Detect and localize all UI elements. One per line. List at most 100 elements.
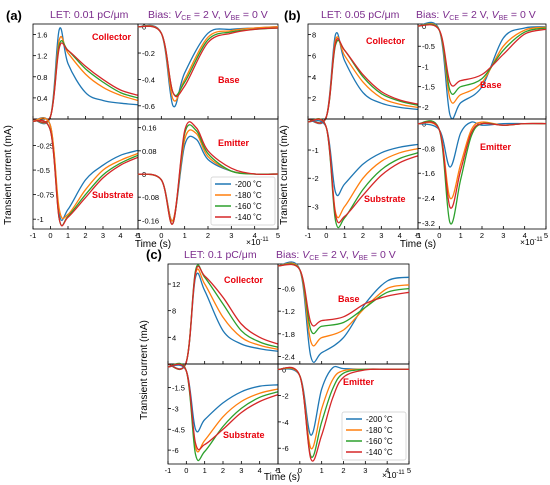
y-tick-label: 8 — [312, 31, 316, 40]
subplot-label: Substrate — [92, 190, 134, 200]
legend-entry: -140 ˚C — [235, 213, 262, 222]
x-tick-label: 2 — [83, 231, 87, 240]
series-line--140 — [307, 118, 419, 224]
subplot-label: Base — [480, 80, 502, 90]
subplot-label: Emitter — [480, 142, 512, 152]
plot-frame — [167, 363, 279, 465]
subplot-b-substrate: -1 -2 -3 -1 0 1 2 3 4 5 Substrate — [305, 118, 420, 240]
y-tick-label: -2 — [282, 392, 289, 401]
panel-letter-c: (c) — [146, 247, 162, 262]
y-tick-label: -0.75 — [37, 191, 54, 200]
y-tick-label: -1 — [422, 62, 429, 71]
series-line--200 — [167, 272, 279, 370]
y-tick-label: -0.6 — [142, 102, 155, 111]
series-line--180 — [32, 117, 139, 220]
y-tick-label: -4.5 — [172, 425, 185, 434]
subplot-b-collector: 2 4 6 8 Collector — [307, 23, 419, 125]
x-tick-label: -1 — [415, 231, 422, 240]
subplot-c-base: -0.6 -1.2 -1.8 -2.4 Base — [277, 261, 410, 365]
x-tick-label: -1 — [30, 231, 37, 240]
y-tick-label: -6 — [172, 446, 179, 455]
subplot-a-collector: 0.4 0.8 1.2 1.6 Collector — [32, 23, 139, 125]
y-tick-label: 2 — [312, 94, 316, 103]
series-line--160 — [167, 362, 279, 462]
plot-frame — [137, 23, 279, 120]
x-multiplier-b: ×10-11 — [520, 237, 543, 247]
x-tick-label: 2 — [221, 466, 225, 475]
y-tick-label: -3 — [312, 202, 319, 211]
legend-entry: -200 ˚C — [235, 180, 262, 189]
legend-entry: -200 ˚C — [366, 415, 393, 424]
x-tick-label: 5 — [276, 466, 280, 475]
x-tick-label: 5 — [544, 231, 548, 240]
series-line--180 — [137, 25, 279, 102]
series-line--140 — [167, 363, 279, 451]
y-tick-label: 1.6 — [37, 31, 47, 40]
x-tick-label: 3 — [501, 231, 505, 240]
series-line--140 — [277, 263, 410, 327]
let-label-b: LET: 0.05 pC/μm — [321, 9, 400, 21]
y-tick-label: -6 — [282, 444, 289, 453]
series-line--140 — [137, 121, 279, 225]
series-line--160 — [32, 40, 139, 124]
series-line--200 — [167, 364, 279, 433]
series-line--140 — [32, 119, 139, 227]
y-tick-label: -2.4 — [422, 194, 435, 203]
y-tick-label: -0.16 — [142, 216, 159, 225]
series-line--180 — [307, 36, 419, 124]
x-tick-label: 2 — [206, 231, 210, 240]
subplot-label: Emitter — [218, 138, 250, 148]
y-tick-label: 4 — [172, 333, 176, 342]
y-tick-label: -4 — [282, 418, 289, 427]
series-line--200 — [307, 31, 419, 125]
y-tick-label: 12 — [172, 280, 180, 289]
series-line--180 — [417, 121, 547, 200]
ylabel-c: Transient current (mA) — [139, 320, 150, 420]
x-multiplier-a: ×10-11 — [246, 237, 269, 247]
subplot-label: Substrate — [223, 430, 265, 440]
legend-entry: -160 ˚C — [366, 437, 393, 446]
x-tick-label: 0 — [437, 231, 441, 240]
x-tick-label: 3 — [363, 466, 367, 475]
series-line--140 — [417, 24, 547, 87]
x-tick-label: -1 — [135, 231, 142, 240]
subplot-label: Base — [338, 294, 360, 304]
x-tick-label: 3 — [229, 231, 233, 240]
y-tick-label: -0.25 — [37, 142, 54, 151]
x-tick-label: 2 — [480, 231, 484, 240]
xlabel-a: Time (s) — [135, 239, 171, 250]
subplot-label: Collector — [92, 32, 132, 42]
y-tick-label: -0.5 — [422, 42, 435, 51]
y-tick-label: 0 — [282, 365, 286, 374]
subplot-label: Collector — [366, 36, 406, 46]
x-tick-label: -1 — [275, 466, 282, 475]
x-tick-label: 2 — [361, 231, 365, 240]
y-tick-label: -2 — [422, 103, 429, 112]
series-line--200 — [277, 261, 410, 363]
series-line--140 — [137, 25, 279, 98]
legend-entry: -180 ˚C — [366, 426, 393, 435]
y-tick-label: 4 — [312, 73, 316, 82]
series-line--200 — [417, 21, 547, 120]
plot-frame — [277, 263, 410, 365]
subplot-a-base: 0 -0.2 -0.4 -0.6 Base — [137, 23, 279, 120]
ylabel-b: Transient current (mA) — [279, 125, 290, 225]
y-tick-label: 8 — [172, 307, 176, 316]
legend-box — [210, 176, 276, 226]
series-line--160 — [417, 120, 547, 225]
x-tick-label: 5 — [276, 231, 280, 240]
x-tick-label: 3 — [101, 231, 105, 240]
y-tick-label: -1.2 — [282, 307, 295, 316]
legend: -200 ˚C -180 ˚C -160 ˚C -140 ˚C — [341, 411, 407, 461]
series-line--180 — [417, 22, 547, 104]
x-tick-label: 3 — [379, 231, 383, 240]
bias-label-a: Bias: VCE = 2 V, VBE = 0 V — [148, 9, 268, 22]
y-tick-label: -2 — [312, 174, 319, 183]
x-tick-label: 0 — [184, 466, 188, 475]
series-line--140 — [417, 121, 547, 209]
x-tick-label: -1 — [165, 466, 172, 475]
series-line--160 — [307, 118, 419, 229]
x-tick-label: 0 — [298, 466, 302, 475]
